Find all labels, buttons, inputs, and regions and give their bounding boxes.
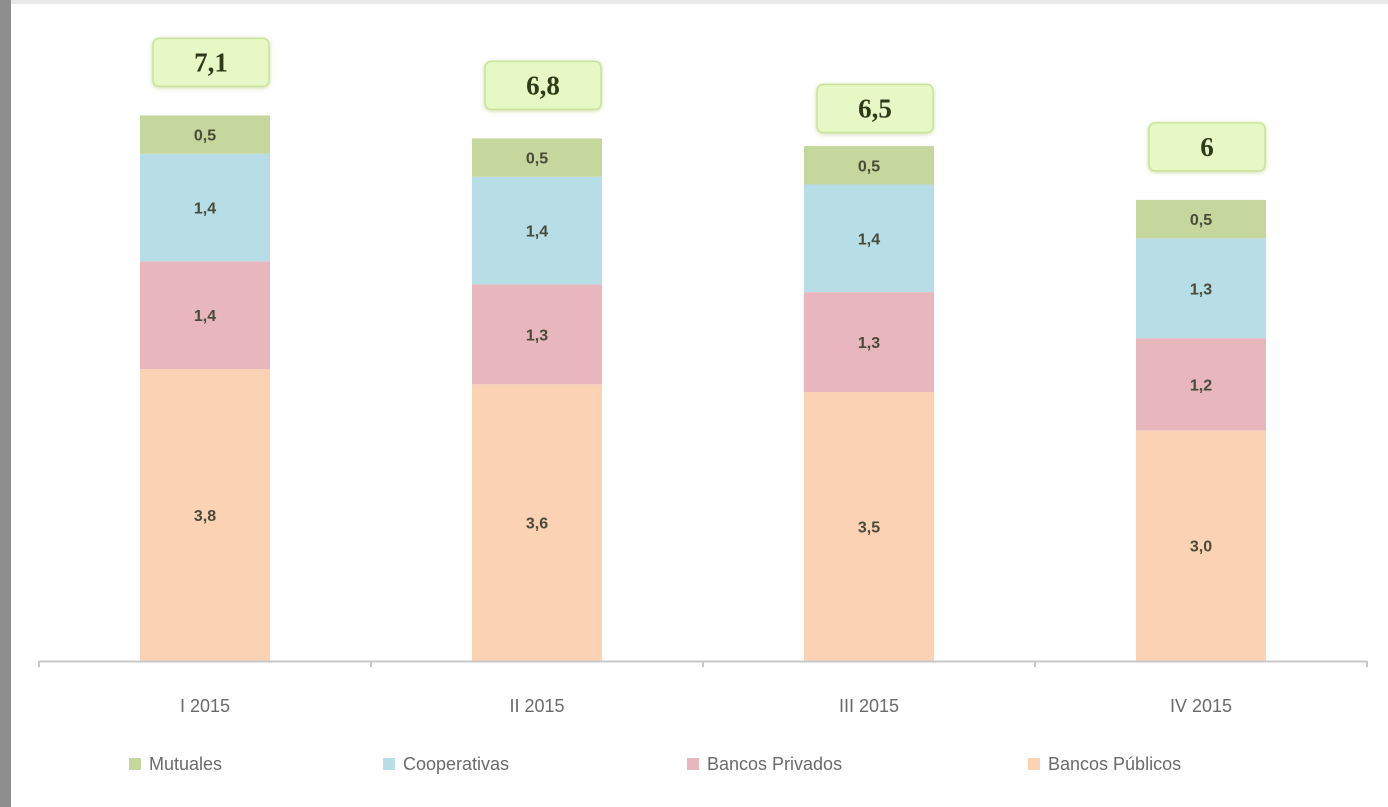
window-frame-left: [0, 0, 11, 807]
legend-swatch-bancos-publicos: [1028, 758, 1040, 770]
total-value-label-iii-2015: 6,5: [858, 94, 892, 124]
bar-value-label-bancos-publicos-iii-2015: 3,5: [858, 520, 880, 537]
legend-label-cooperativas: Cooperativas: [403, 754, 509, 774]
legend-item-bancos-publicos: Bancos Públicos: [1028, 754, 1181, 774]
total-value-label-ii-2015: 6,8: [526, 70, 560, 100]
total-callout-box-iv-2015: [1148, 122, 1266, 172]
legend-swatch-mutuales: [129, 758, 141, 770]
bar-value-label-mutuales-iv-2015: 0,5: [1190, 212, 1212, 229]
legend-label-bancos-publicos: Bancos Públicos: [1048, 754, 1181, 774]
legend-label-mutuales: Mutuales: [149, 754, 222, 774]
bar-value-label-cooperativas-iv-2015: 1,3: [1190, 281, 1212, 298]
total-callout-box-ii-2015: [484, 60, 602, 111]
bar-segment-mutuales-iii-2015: [804, 146, 934, 185]
bar-value-label-bancos-privados-iii-2015: 1,3: [858, 335, 880, 352]
legend-item-mutuales: Mutuales: [129, 754, 222, 774]
bar-segment-bancos-publicos-iii-2015: [804, 392, 934, 661]
x-tick-label-ii-2015: II 2015: [509, 696, 564, 716]
total-callout-box-iii-2015: [816, 83, 934, 134]
bar-segment-mutuales-i-2015: [140, 115, 270, 154]
bar-value-label-bancos-publicos-iv-2015: 3,0: [1190, 539, 1212, 556]
total-callout-box-i-2015: [152, 37, 270, 88]
bar-segment-bancos-privados-i-2015: [140, 261, 270, 369]
legend-swatch-bancos-privados: [687, 758, 699, 770]
total-value-label-i-2015: 7,1: [194, 47, 228, 77]
total-callout-iv-2015: 6: [1148, 122, 1266, 172]
bar-segment-mutuales-ii-2015: [472, 138, 602, 177]
total-callout-ii-2015: 6,8: [484, 60, 602, 111]
bar-segment-bancos-publicos-i-2015: [140, 369, 270, 661]
bar-segment-cooperativas-iv-2015: [1136, 238, 1266, 339]
bar-segment-bancos-publicos-ii-2015: [472, 384, 602, 661]
bar-value-label-bancos-privados-ii-2015: 1,3: [526, 327, 548, 344]
bar-value-label-mutuales-iii-2015: 0,5: [858, 158, 880, 175]
bar-value-label-bancos-privados-iv-2015: 1,2: [1190, 377, 1212, 394]
bar-value-label-cooperativas-iii-2015: 1,4: [858, 231, 880, 248]
total-callout-i-2015: 7,1: [152, 37, 270, 88]
bar-segment-mutuales-iv-2015: [1136, 199, 1266, 239]
bar-segment-cooperativas-ii-2015: [472, 176, 602, 285]
bar-value-label-bancos-privados-i-2015: 1,4: [194, 308, 216, 325]
x-tick-label-iv-2015: IV 2015: [1170, 696, 1232, 716]
legend-item-bancos-privados: Bancos Privados: [687, 754, 842, 774]
bar-segment-cooperativas-i-2015: [140, 153, 270, 262]
total-value-label-iv-2015: 6: [1200, 132, 1214, 162]
bar-value-label-bancos-publicos-i-2015: 3,8: [194, 508, 216, 525]
bar-segment-bancos-privados-iii-2015: [804, 292, 934, 392]
x-tick-label-iii-2015: III 2015: [839, 696, 899, 716]
chart-area: 3,8 1,4 1,4 0,5 3,6 1,3 1,4 0,5 3,5 1,3 1,4 0,5 3,0 1…: [11, 4, 1388, 807]
stacked-bar-chart: 3,8 1,4 1,4 0,5 3,6 1,3 1,4 0,5 3,5 1,3 1,4 0,5 3,0 1…: [38, 37, 1368, 774]
bar-value-label-mutuales-ii-2015: 0,5: [526, 151, 548, 168]
x-tick-label-i-2015: I 2015: [180, 696, 230, 716]
bar-value-label-cooperativas-i-2015: 1,4: [194, 201, 216, 218]
bar-value-label-mutuales-i-2015: 0,5: [194, 128, 216, 145]
bar-segment-bancos-privados-iv-2015: [1136, 338, 1266, 431]
window-frame-top: [11, 0, 1388, 4]
total-callout-iii-2015: 6,5: [816, 83, 934, 134]
legend-label-bancos-privados: Bancos Privados: [707, 754, 842, 774]
legend-swatch-cooperativas: [383, 758, 395, 770]
bar-value-label-cooperativas-ii-2015: 1,4: [526, 224, 548, 241]
bar-value-label-bancos-publicos-ii-2015: 3,6: [526, 516, 548, 533]
bar-segment-bancos-privados-ii-2015: [472, 284, 602, 385]
bar-segment-cooperativas-iii-2015: [804, 184, 934, 293]
legend-item-cooperativas: Cooperativas: [383, 754, 509, 774]
bar-segment-bancos-publicos-iv-2015: [1136, 430, 1266, 661]
